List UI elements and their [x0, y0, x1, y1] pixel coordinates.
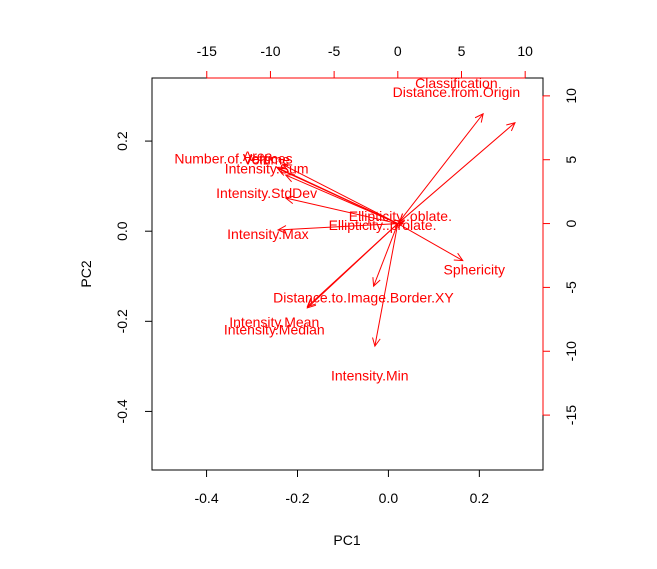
- top-tick-label: 0: [394, 43, 402, 59]
- arrow-head-10: [453, 252, 464, 262]
- loading-arrow-0: [397, 113, 484, 224]
- loading-arrow-13: [307, 223, 399, 309]
- loading-arrow-11: [373, 223, 399, 287]
- left-tick-label: 0.2: [114, 131, 130, 151]
- loading-arrow-1: [397, 122, 516, 224]
- bottom-axis: -0.4 -0.2 0.0 0.2: [194, 469, 490, 506]
- bottom-tick-label: 0.0: [379, 490, 399, 506]
- arrow-head-11: [372, 277, 381, 288]
- variable-label: Intensity.Max: [227, 226, 308, 242]
- loading-arrow-10: [397, 223, 464, 262]
- right-tick-label: -10: [563, 341, 579, 361]
- arrow-head-0: [474, 112, 484, 123]
- right-tick-label: -15: [563, 405, 579, 425]
- variable-label: Volume: [243, 152, 290, 168]
- right-tick-label: 10: [563, 88, 579, 104]
- variable-label: Intensity.StdDev: [216, 185, 317, 201]
- variable-label: Classification: [415, 75, 497, 91]
- arrow-head-5: [284, 174, 295, 183]
- top-axis: -15 -10 -5 0 5 10: [197, 43, 533, 79]
- arrow-head-14: [372, 337, 381, 348]
- left-tick-label: -0.2: [114, 309, 130, 333]
- x-axis-label: PC1: [333, 532, 360, 548]
- loading-arrow-9: [278, 223, 398, 231]
- right-tick-label: -5: [563, 281, 579, 294]
- bottom-tick-label: -0.2: [285, 490, 309, 506]
- left-tick-label: -0.4: [114, 399, 130, 423]
- top-tick-label: -5: [328, 43, 341, 59]
- variable-label: Distance.from.Origin: [393, 84, 521, 100]
- loading-arrow-5: [285, 174, 399, 225]
- variable-label: Area: [243, 148, 273, 164]
- right-tick-label: 0: [563, 219, 579, 227]
- variable-label: Distance.to.Image.Border.XY: [273, 290, 454, 306]
- arrow-head-4: [277, 167, 288, 176]
- right-axis: -15 -10 -5 0 5 10: [542, 88, 579, 425]
- left-tick-label: 0.0: [114, 221, 130, 241]
- bottom-tick-label: -0.4: [194, 490, 218, 506]
- right-tick-label: 5: [563, 156, 579, 164]
- loading-arrows: [275, 112, 516, 348]
- loading-arrow-14: [374, 223, 399, 347]
- arrow-head-6: [284, 195, 295, 205]
- arrow-head-3: [282, 164, 293, 173]
- variable-label: Ellipticity..prolate.: [329, 217, 437, 233]
- variable-label: Intensity.Median: [224, 322, 325, 338]
- variable-label: Ellipticity..oblate.: [349, 208, 452, 224]
- variable-label: Number.of.Vertices: [174, 150, 292, 166]
- variable-label: Intensity.Mean: [229, 314, 319, 330]
- bottom-tick-label: 0.2: [470, 490, 490, 506]
- top-tick-label: -15: [197, 43, 217, 59]
- variable-label: Intensity.Min: [331, 368, 409, 384]
- loading-arrow-3: [282, 164, 399, 225]
- y-axis-label: PC2: [78, 260, 94, 287]
- loading-arrow-6: [285, 197, 398, 225]
- arrow-head-13: [306, 299, 317, 309]
- arrow-head-9: [276, 225, 287, 234]
- variable-label: Sphericity: [443, 262, 504, 278]
- left-axis: -0.4 -0.2 0.0 0.2: [114, 131, 153, 423]
- variable-label: Intensity.Sum: [225, 161, 309, 177]
- top-tick-label: -10: [260, 43, 280, 59]
- top-tick-label: 10: [517, 43, 533, 59]
- arrow-head-1: [506, 121, 516, 132]
- top-tick-label: 5: [458, 43, 466, 59]
